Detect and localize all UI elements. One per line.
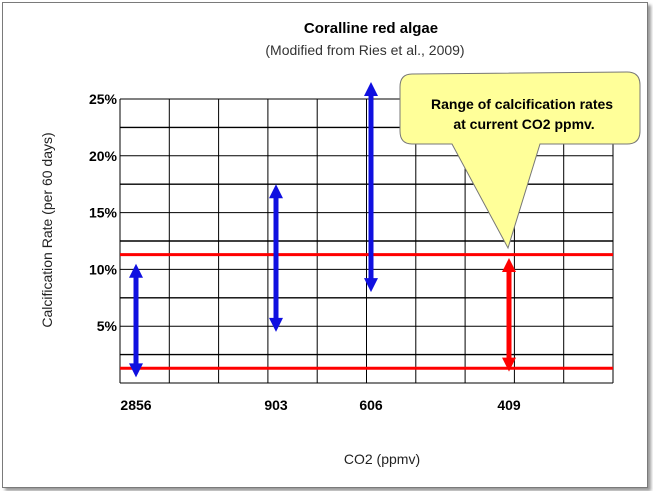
x-tick-label: 409 xyxy=(497,397,521,413)
range-arrow-409 xyxy=(502,258,516,372)
range-arrows xyxy=(129,81,516,378)
callout-line-1: Range of calcification rates xyxy=(431,96,613,112)
y-tick-label: 10% xyxy=(89,261,118,277)
range-arrow-606 xyxy=(364,81,378,293)
y-axis-label: Calcification Rate (per 60 days) xyxy=(39,132,55,327)
y-tick-label: 5% xyxy=(97,318,118,334)
range-arrow-2856 xyxy=(129,263,143,378)
x-tick-label: 606 xyxy=(359,397,383,413)
x-tick-label: 903 xyxy=(264,397,288,413)
range-arrow-head-top xyxy=(129,263,143,278)
x-axis-label: CO2 (ppmv) xyxy=(344,451,420,467)
callout-line-2: at current CO2 ppmv. xyxy=(453,116,594,132)
callout-bubble xyxy=(399,71,641,250)
y-tick-label: 15% xyxy=(89,205,118,221)
range-arrow-head-bottom xyxy=(502,357,516,372)
reference-lines xyxy=(120,253,613,370)
range-arrow-head-top xyxy=(502,258,516,273)
range-arrow-head-top xyxy=(364,81,378,96)
chart-subtitle: (Modified from Ries et al., 2009) xyxy=(265,42,464,58)
range-arrow-903 xyxy=(269,184,283,332)
chart-title: Coralline red algae xyxy=(304,20,438,37)
x-tick-labels: 2856 903 606 409 xyxy=(120,397,520,413)
range-arrow-head-bottom xyxy=(364,278,378,293)
callout: Range of calcification rates at current … xyxy=(399,71,641,250)
range-arrow-head-bottom xyxy=(129,363,143,378)
callout-text: Range of calcification rates at current … xyxy=(431,96,617,132)
y-tick-label: 25% xyxy=(89,91,118,107)
range-arrow-head-bottom xyxy=(269,317,283,332)
y-tick-labels: 5% 10% 15% 20% 25% xyxy=(89,91,118,334)
x-tick-label: 2856 xyxy=(120,397,151,413)
range-arrow-head-top xyxy=(269,184,283,199)
y-tick-label: 20% xyxy=(89,148,118,164)
